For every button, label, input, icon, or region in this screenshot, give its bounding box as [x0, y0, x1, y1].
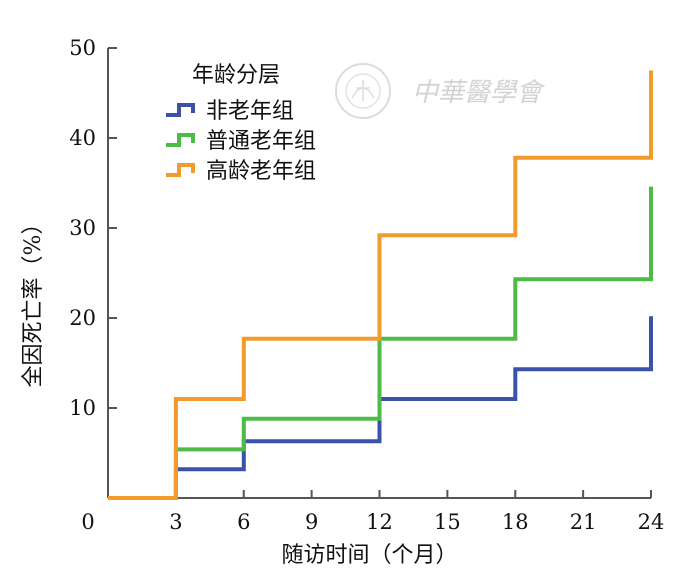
- legend-swatch-1: [166, 103, 195, 117]
- y-tick-label: 20: [69, 306, 96, 330]
- x-tick-label: 9: [305, 510, 318, 534]
- origin-label: 0: [81, 510, 94, 534]
- y-tick-label: 10: [69, 396, 96, 420]
- watermark-seal-outer: [335, 63, 391, 119]
- x-tick-label: 6: [237, 510, 250, 534]
- x-tick-label: 15: [434, 510, 461, 534]
- watermark-text: 中華醫學會: [412, 78, 546, 108]
- legend-swatch-2: [166, 133, 195, 147]
- x-axis-title: 随访时间（个月）: [281, 543, 457, 568]
- legend-title: 年龄分层: [192, 63, 280, 88]
- y-tick-label: 30: [69, 216, 96, 240]
- watermark-seal-inner: [345, 73, 381, 109]
- x-tick-label: 3: [169, 510, 182, 534]
- y-axis-title: 全因死亡率（%）: [21, 213, 46, 388]
- axes: 10 20 30 40 50 3 6 9 12 15 18 21 24 0 随访时间（个月） 全因死亡率（%）: [21, 36, 664, 568]
- x-tick-label: 12: [366, 510, 393, 534]
- x-tick-label: 24: [638, 510, 665, 534]
- legend-label-3: 高龄老年组: [206, 159, 316, 184]
- x-tick-label: 21: [570, 510, 597, 534]
- legend-label-1: 非老年组: [206, 99, 294, 124]
- y-tick-label: 40: [69, 126, 96, 150]
- watermark-seal-mark: [351, 80, 375, 101]
- y-tick-label: 50: [69, 36, 96, 60]
- plot-area: [108, 70, 653, 500]
- watermark: 中華醫學會: [335, 63, 546, 119]
- legend-label-2: 普通老年组: [206, 129, 316, 154]
- legend-swatch-3: [166, 163, 195, 177]
- x-tick-label: 18: [502, 510, 529, 534]
- series-line-3: [108, 70, 653, 500]
